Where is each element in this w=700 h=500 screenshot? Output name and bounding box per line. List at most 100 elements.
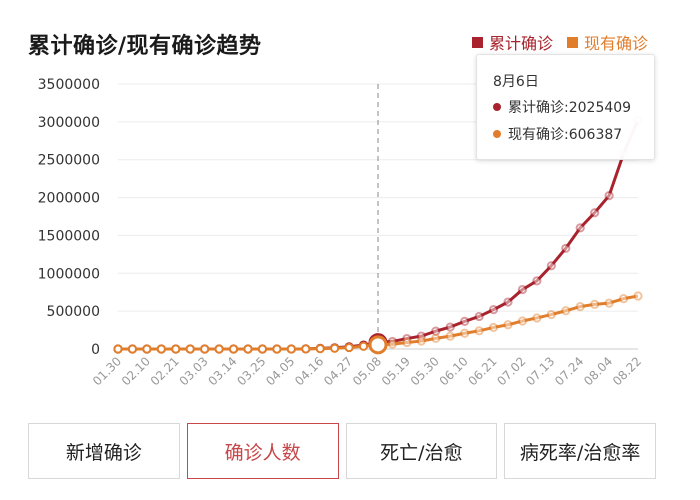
legend: 累计确诊 现有确诊 bbox=[471, 30, 648, 54]
x-tick-label: 02.21 bbox=[148, 354, 182, 388]
tooltip-value-cumulative: 2025409 bbox=[568, 100, 632, 116]
data-point bbox=[257, 344, 268, 354]
metric-tabs: 新增确诊 确诊人数 死亡/治愈 病死率/治愈率 bbox=[28, 423, 656, 479]
x-tick-label: 02.10 bbox=[119, 354, 153, 388]
x-tick-label: 07.13 bbox=[523, 354, 557, 388]
x-tick-label: 04.05 bbox=[263, 354, 297, 388]
tooltip-label-current: 现有确诊 bbox=[508, 127, 564, 143]
x-tick-label: 05.30 bbox=[408, 354, 442, 388]
data-point bbox=[330, 343, 340, 353]
data-point bbox=[503, 320, 513, 330]
data-point bbox=[445, 322, 455, 332]
x-tick-label: 06.10 bbox=[437, 354, 471, 388]
legend-item-cumulative[interactable]: 累计确诊 bbox=[471, 30, 553, 54]
y-tick-label: 1000000 bbox=[38, 266, 100, 282]
tab-deaths-recoveries[interactable]: 死亡/治愈 bbox=[345, 423, 498, 479]
tooltip-dot-current bbox=[493, 130, 501, 138]
legend-label-current: 现有确诊 bbox=[583, 34, 648, 53]
x-tick-label: 04.16 bbox=[292, 354, 326, 388]
data-point bbox=[517, 284, 528, 295]
x-tick-label: 03.03 bbox=[177, 354, 211, 388]
tooltip-row-cumulative: 累计确诊:2025409 bbox=[493, 97, 631, 117]
y-tick-label: 3000000 bbox=[38, 115, 100, 131]
data-point bbox=[171, 344, 181, 354]
x-tick-label: 04.27 bbox=[321, 354, 355, 388]
x-tick-label: 08.22 bbox=[610, 354, 644, 388]
data-point bbox=[315, 344, 325, 354]
data-point bbox=[633, 291, 643, 301]
line-chart[interactable]: 0 500000 1000000 1500000 2000000 2500000 30000… bbox=[0, 0, 700, 410]
data-point bbox=[286, 344, 296, 354]
data-point bbox=[214, 344, 224, 354]
data-point bbox=[243, 344, 253, 354]
y-tick-label: 500000 bbox=[47, 304, 100, 320]
data-point bbox=[488, 322, 499, 333]
x-tick-label: 03.14 bbox=[205, 354, 239, 388]
data-point bbox=[127, 344, 138, 354]
tooltip-row-current: 现有确诊:606387 bbox=[493, 124, 622, 144]
x-tick-label: 06.21 bbox=[465, 354, 499, 388]
legend-item-current[interactable]: 现有确诊 bbox=[566, 30, 648, 54]
y-tick-label: 3500000 bbox=[38, 77, 100, 93]
x-tick-label: 01.30 bbox=[90, 354, 124, 388]
data-point bbox=[344, 342, 354, 353]
data-point bbox=[368, 335, 388, 355]
data-point bbox=[460, 328, 470, 338]
data-point bbox=[517, 316, 528, 326]
data-point bbox=[113, 344, 123, 354]
data-point bbox=[488, 305, 499, 315]
tooltip-label-cumulative: 累计确诊 bbox=[508, 100, 564, 116]
data-point bbox=[590, 299, 600, 309]
data-point bbox=[445, 331, 455, 341]
x-tick-label: 05.08 bbox=[350, 354, 384, 388]
data-point bbox=[460, 316, 470, 326]
data-point bbox=[431, 333, 441, 343]
x-tick-label: 07.02 bbox=[494, 354, 528, 388]
data-point bbox=[532, 313, 542, 323]
data-point bbox=[561, 306, 571, 316]
tab-confirmed-count[interactable]: 确诊人数 bbox=[186, 423, 339, 479]
data-point bbox=[156, 344, 166, 354]
y-tick-label: 0 bbox=[91, 342, 100, 358]
data-point bbox=[431, 326, 441, 336]
data-point bbox=[604, 298, 614, 308]
x-tick-label: 05.19 bbox=[379, 354, 413, 388]
data-point bbox=[474, 326, 484, 336]
data-point bbox=[561, 243, 571, 253]
data-point bbox=[185, 344, 195, 354]
tooltip-value-current: 606387 bbox=[568, 127, 623, 143]
tooltip-dot-cumulative bbox=[493, 103, 501, 111]
data-point bbox=[546, 309, 556, 320]
x-tick-label: 08.04 bbox=[581, 354, 615, 388]
data-point bbox=[358, 341, 369, 351]
legend-swatch-current bbox=[566, 36, 578, 48]
data-point bbox=[416, 336, 426, 346]
data-point bbox=[200, 344, 210, 354]
data-point bbox=[575, 223, 585, 233]
y-tick-label: 2500000 bbox=[38, 153, 100, 169]
data-point bbox=[387, 339, 398, 349]
data-point bbox=[272, 344, 282, 354]
data-point bbox=[228, 344, 239, 354]
data-point bbox=[402, 337, 412, 348]
data-point bbox=[301, 344, 311, 354]
y-tick-label: 2000000 bbox=[38, 191, 100, 207]
y-tick-label: 1500000 bbox=[38, 228, 100, 244]
data-point bbox=[474, 311, 484, 322]
chart-title: 累计确诊/现有确诊趋势 bbox=[28, 34, 262, 59]
data-point bbox=[546, 261, 556, 271]
x-tick-label: 07.24 bbox=[552, 354, 586, 388]
data-point bbox=[532, 276, 542, 286]
chart-tooltip: 8月6日 累计确诊:2025409 现有确诊:606387 bbox=[476, 54, 655, 160]
tooltip-date: 8月6日 bbox=[493, 74, 539, 90]
legend-swatch-cumulative bbox=[471, 36, 483, 48]
x-tick-label: 03.25 bbox=[234, 354, 268, 388]
tab-new-cases[interactable]: 新增确诊 bbox=[28, 423, 180, 479]
data-point bbox=[503, 297, 513, 307]
data-point bbox=[618, 294, 629, 304]
data-point bbox=[575, 302, 585, 312]
tab-fatality-recovery-rate[interactable]: 病死率/治愈率 bbox=[504, 423, 656, 479]
data-point bbox=[590, 208, 600, 218]
data-point bbox=[604, 191, 614, 201]
legend-label-cumulative: 累计确诊 bbox=[488, 34, 553, 53]
